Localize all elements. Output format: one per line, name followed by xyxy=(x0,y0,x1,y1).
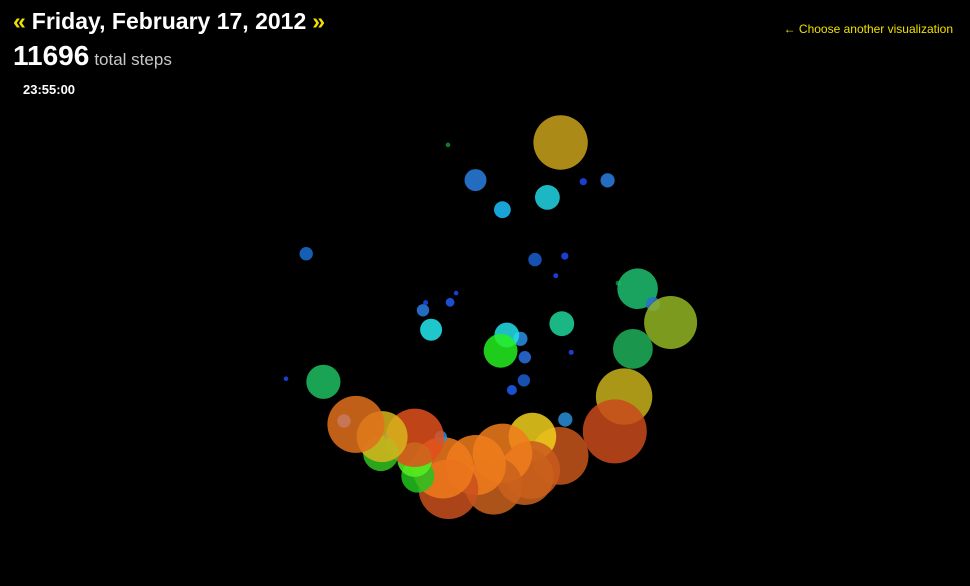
step-bubble-0300 xyxy=(579,178,587,186)
step-bubble-1445 xyxy=(327,395,385,453)
step-bubble-1625 xyxy=(283,376,289,382)
step-bubble-0655 xyxy=(549,311,575,337)
total-steps-count: 11696 xyxy=(13,40,90,71)
step-bubble-1600 xyxy=(306,364,341,399)
step-bubble-1905 xyxy=(299,247,313,261)
step-bubble-1725 xyxy=(445,297,455,307)
header: « Friday, February 17, 2012 » 11696 tota… xyxy=(13,6,325,72)
step-bubble-0400 xyxy=(528,252,542,267)
steps-summary: 11696 total steps xyxy=(13,40,325,72)
step-bubble-0935 xyxy=(517,374,531,387)
step-bubble-0705 xyxy=(613,329,653,369)
step-bubble-1705 xyxy=(416,304,430,317)
step-bubble-0205 xyxy=(533,115,588,170)
previous-day-button[interactable]: « xyxy=(13,8,26,34)
time-readout: 23:55:00 xyxy=(23,82,76,97)
date-title: Friday, February 17, 2012 xyxy=(31,8,307,34)
choose-visualization-link[interactable]: ← Choose another visualization xyxy=(783,22,953,36)
step-bubble-2335 xyxy=(445,142,451,148)
step-bubble-0320 xyxy=(600,173,615,188)
step-bubble-1500 xyxy=(337,414,351,428)
step-bubble-0130 xyxy=(494,201,511,219)
date-row: « Friday, February 17, 2012 » xyxy=(13,6,325,36)
step-bubble-0855 xyxy=(518,351,531,364)
total-steps-label: total steps xyxy=(94,50,172,69)
step-bubble-0235 xyxy=(535,185,560,210)
step-bubble-0940 xyxy=(483,333,518,368)
step-bubble-0625 xyxy=(644,296,698,349)
step-bubble-1515 xyxy=(420,318,443,341)
step-bubble-0920 xyxy=(558,412,573,427)
step-bubble-1745 xyxy=(423,300,429,306)
next-day-button[interactable]: » xyxy=(312,8,326,34)
step-bubble-0545 xyxy=(617,268,658,310)
step-bubble-0500 xyxy=(553,273,559,279)
step-bubble-1010 xyxy=(506,385,517,395)
step-bubble-0425 xyxy=(561,252,569,260)
step-bubble-0020 xyxy=(464,169,487,192)
step-bubble-0845 xyxy=(582,399,647,464)
step-bubble-2030 xyxy=(453,290,459,296)
step-bubble-0745 xyxy=(568,349,574,355)
